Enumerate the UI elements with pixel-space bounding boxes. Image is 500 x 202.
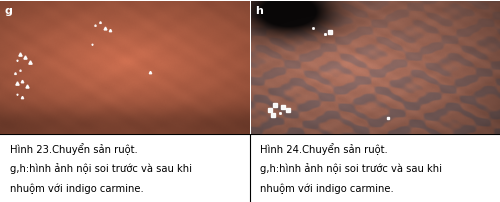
Text: g,h:hình ảnh nội soi trước và sau khi: g,h:hình ảnh nội soi trước và sau khi — [260, 163, 442, 174]
Text: nhuộm với indigo carmine.: nhuộm với indigo carmine. — [260, 183, 394, 194]
Text: nhuộm với indigo carmine.: nhuộm với indigo carmine. — [10, 183, 144, 194]
Text: Hình 24.Chuyển sản ruột.: Hình 24.Chuyển sản ruột. — [260, 142, 388, 154]
Text: h: h — [256, 6, 264, 16]
Text: Hình 23.Chuyển sản ruột.: Hình 23.Chuyển sản ruột. — [10, 142, 138, 154]
Text: g: g — [5, 6, 13, 16]
Text: g,h:hình ảnh nội soi trước và sau khi: g,h:hình ảnh nội soi trước và sau khi — [10, 163, 192, 174]
